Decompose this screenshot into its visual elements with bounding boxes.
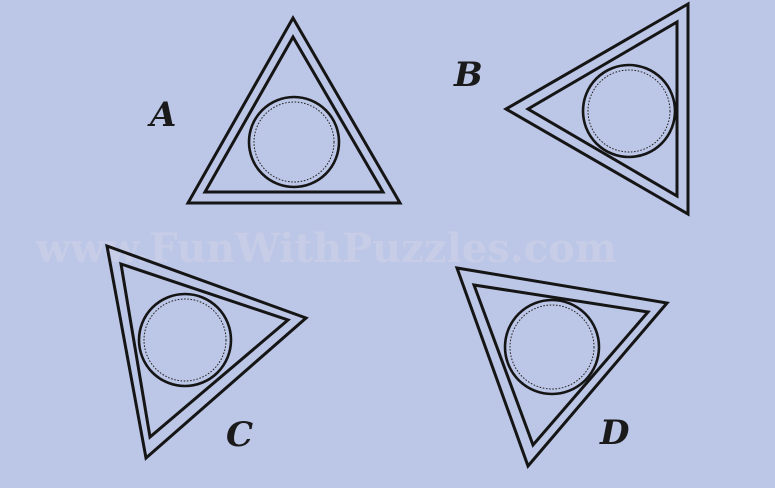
option-d-circle-dotted xyxy=(509,304,595,390)
option-b-figure xyxy=(502,1,690,217)
option-b-label: B xyxy=(453,55,483,95)
option-b-inner-triangle xyxy=(525,19,679,199)
option-a-circle xyxy=(247,95,341,189)
option-d-inner-triangle xyxy=(471,283,651,448)
option-a-outer-triangle xyxy=(185,14,403,205)
option-a-inner-triangle xyxy=(202,33,386,194)
option-d-circle xyxy=(503,298,601,396)
option-c-circle xyxy=(137,292,233,388)
option-a-circle-dotted xyxy=(253,101,335,183)
option-b-outer-triangle xyxy=(502,1,690,217)
option-b-circle-dotted xyxy=(587,69,671,153)
option-c-inner-triangle xyxy=(119,261,291,440)
option-d-figure xyxy=(454,266,670,469)
option-a-figure xyxy=(185,14,403,205)
option-c-label: C xyxy=(226,415,253,455)
watermark-text: www.FunWithPuzzles.com xyxy=(35,225,617,272)
option-a-label: A xyxy=(147,95,176,135)
option-c-circle-dotted xyxy=(143,298,227,382)
option-b-circle xyxy=(581,63,677,159)
cropped-heading-fragment xyxy=(150,0,600,4)
option-d-outer-triangle xyxy=(454,266,670,469)
option-c-outer-triangle xyxy=(105,243,309,461)
option-d-label: D xyxy=(599,413,630,453)
option-c-figure xyxy=(105,243,309,461)
